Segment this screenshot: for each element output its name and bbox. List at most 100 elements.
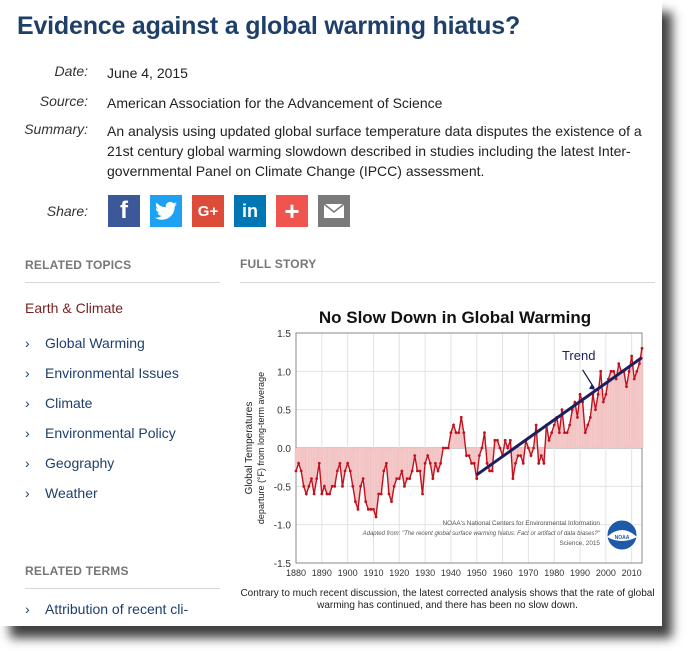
data-point (586, 423, 590, 427)
related-topics-heading: RELATED TOPICS (25, 258, 132, 272)
x-tick-label: 2010 (622, 568, 642, 578)
credit-line: Adapted from: "The recent global surface… (362, 531, 601, 537)
data-bar (570, 409, 574, 448)
data-bar (604, 394, 608, 448)
data-bar (545, 425, 548, 448)
data-point (382, 469, 386, 473)
data-point (539, 454, 543, 458)
data-bar (361, 448, 365, 479)
full-story-heading: FULL STORY (240, 257, 317, 271)
data-point (617, 362, 621, 366)
data-point (387, 492, 391, 496)
data-point (498, 446, 502, 450)
add-share-button[interactable]: + (276, 195, 308, 227)
data-point (467, 454, 471, 458)
data-point (359, 484, 362, 488)
data-bar (478, 448, 481, 456)
data-point (335, 469, 339, 473)
data-bar (423, 448, 427, 464)
term-label: Attribution of recent cli- (45, 601, 189, 617)
topic-label: Geography (45, 455, 115, 471)
data-bar (408, 448, 411, 479)
data-point (348, 469, 352, 473)
topic-item-weather[interactable]: › Weather (25, 485, 98, 501)
data-point (627, 369, 631, 373)
source-value: American Association for the Advancement… (107, 95, 443, 111)
y-tick-label: 0.0 (277, 444, 291, 455)
data-bar (328, 448, 331, 494)
linkedin-share-button[interactable]: in (234, 195, 266, 227)
data-bar (449, 432, 453, 448)
envelope-icon (323, 203, 345, 218)
facebook-share-button[interactable]: f (108, 195, 140, 227)
data-bar (416, 448, 419, 471)
data-bar (297, 448, 300, 464)
data-bar (434, 448, 437, 464)
data-point (400, 469, 404, 473)
data-bar (599, 371, 602, 448)
data-point (356, 507, 360, 511)
data-bar (467, 448, 471, 456)
data-bar (470, 448, 473, 464)
data-bar (333, 448, 337, 487)
topic-item-environmental-policy[interactable]: › Environmental Policy (25, 425, 176, 441)
data-point (333, 484, 337, 488)
data-bar (609, 371, 613, 448)
data-bar (397, 448, 401, 479)
x-tick-label: 1910 (363, 568, 383, 578)
data-bar (354, 448, 357, 502)
data-bar (625, 386, 628, 448)
topic-item-climate[interactable]: › Climate (25, 395, 92, 411)
topic-label: Global Warming (45, 335, 145, 351)
data-point (297, 461, 300, 465)
data-point (625, 385, 628, 389)
topic-item-geography[interactable]: › Geography (25, 455, 114, 471)
data-point (472, 461, 476, 465)
data-point (434, 461, 437, 465)
data-bar (617, 363, 621, 448)
data-bar (428, 448, 432, 464)
summary-label: Summary: (24, 121, 88, 137)
data-point (485, 461, 489, 465)
data-bar (374, 448, 378, 517)
data-bar (521, 448, 525, 464)
data-point (405, 477, 409, 481)
data-bar (635, 371, 639, 448)
data-bar (581, 402, 584, 448)
topic-item-environmental-issues[interactable]: › Environmental Issues (25, 365, 179, 381)
data-bar (630, 356, 633, 448)
linkedin-icon: in (242, 200, 258, 221)
data-point (568, 423, 572, 427)
data-point (439, 461, 442, 465)
chevron-right-icon: › (25, 485, 30, 501)
data-point (446, 446, 450, 450)
x-tick-label: 1940 (441, 568, 461, 578)
data-bar (377, 448, 380, 494)
data-point (493, 438, 497, 442)
data-bar (310, 448, 313, 479)
data-point (483, 431, 486, 435)
data-bar (514, 448, 517, 464)
y-tick-label: -1.5 (274, 559, 292, 570)
data-point (338, 461, 342, 465)
y-tick-label: 1.5 (277, 329, 291, 340)
data-point (328, 492, 331, 496)
data-bar (359, 448, 362, 487)
twitter-share-button[interactable] (150, 195, 182, 227)
data-point (563, 431, 566, 435)
related-terms-divider (25, 588, 220, 589)
google-plus-share-button[interactable]: G+ (192, 195, 224, 227)
topic-item-global-warming[interactable]: › Global Warming (25, 335, 145, 351)
related-topics-divider (25, 282, 220, 283)
data-bar (568, 425, 571, 448)
email-share-button[interactable] (318, 195, 350, 227)
data-bar (457, 432, 460, 448)
term-item-attribution[interactable]: › Attribution of recent cli- (25, 601, 188, 617)
data-point (583, 431, 587, 435)
data-point (436, 469, 440, 473)
data-point (612, 369, 615, 373)
data-point (475, 477, 479, 481)
data-point (444, 446, 448, 450)
topic-category-earth-climate[interactable]: Earth & Climate (25, 300, 124, 316)
data-bar (563, 432, 566, 448)
